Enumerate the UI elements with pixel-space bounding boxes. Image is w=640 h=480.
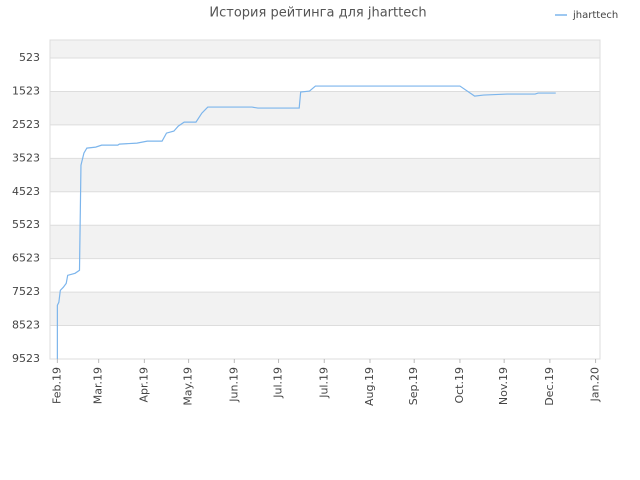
x-tick-label: Jul.19 — [317, 367, 330, 399]
x-tick-label: Feb.19 — [50, 367, 63, 404]
x-tick-label: Nov.19 — [497, 367, 510, 405]
y-tick-label: 6523 — [12, 252, 40, 265]
x-tick-label: Dec.19 — [543, 367, 556, 406]
x-tick-label: Apr.19 — [137, 367, 150, 403]
y-tick-label: 8523 — [12, 319, 40, 332]
chart-title: История рейтинга для jharttech — [209, 6, 426, 21]
x-tick-label: Aug.19 — [363, 367, 376, 406]
y-tick-label: 2523 — [12, 118, 40, 131]
legend-label: jharttech — [572, 10, 618, 21]
band — [50, 292, 600, 326]
x-tick-label: Sep.19 — [407, 367, 420, 405]
band — [50, 91, 600, 125]
band — [50, 40, 600, 59]
plot-border — [49, 39, 601, 360]
y-tick-label: 3523 — [12, 151, 40, 164]
y-tick-label: 523 — [19, 51, 40, 64]
x-tick-label: Jan.20 — [589, 367, 602, 402]
x-tick-label: Jul.19 — [272, 367, 285, 399]
band — [50, 158, 600, 192]
y-tick-label: 1523 — [12, 84, 40, 97]
y-tick-label: 9523 — [12, 352, 40, 365]
x-tick-label: Jun.19 — [227, 367, 240, 403]
x-tick-label: May.19 — [182, 367, 195, 406]
line — [56, 85, 556, 359]
y-tick-label: 5523 — [12, 218, 40, 231]
y-tick-label: 4523 — [12, 185, 40, 198]
y-tick-label: 7523 — [12, 285, 40, 298]
band — [50, 225, 600, 259]
x-tick-label: Mar.19 — [92, 367, 105, 404]
x-tick-label: Oct.19 — [453, 367, 466, 404]
